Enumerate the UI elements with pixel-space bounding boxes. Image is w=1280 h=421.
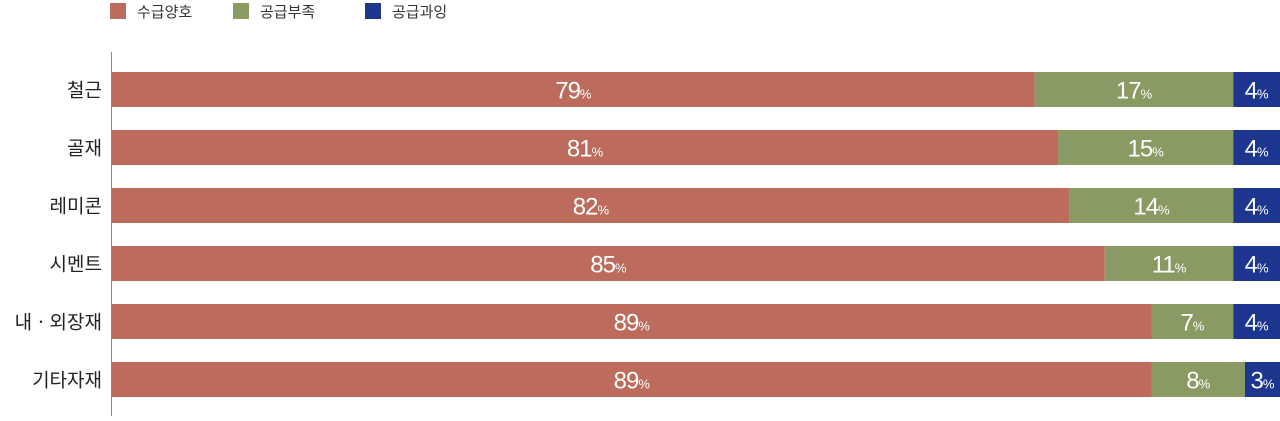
bar-segment [112,246,1105,281]
bar-segment [1034,72,1234,107]
bar-segment [1104,246,1234,281]
bar-segment [1233,246,1280,281]
data-label: 85% [590,252,627,279]
data-label: 89% [614,368,651,395]
bar-segment [1233,130,1280,165]
bar-segment [112,304,1152,339]
data-label: 14% [1133,194,1170,221]
data-label: 4% [1245,252,1269,279]
data-label: 4% [1245,136,1269,163]
data-label: 15% [1128,136,1165,163]
data-label: 89% [614,310,651,337]
legend-item-3: 공급과잉 [365,3,447,21]
data-label: 11% [1152,252,1187,279]
data-label: 81% [567,136,604,163]
bar-segment [1233,304,1280,339]
bar-segment [112,72,1035,107]
category-label: 레미콘 [50,196,102,218]
bar-segment [1058,130,1234,165]
legend-swatch [365,3,381,19]
category-label: 시멘트 [50,254,102,276]
bar-segment [1233,188,1280,223]
legend-label: 공급과잉 [392,3,447,21]
data-label: 17% [1116,78,1153,105]
bar-segment [1069,188,1234,223]
data-label: 8% [1186,368,1210,395]
data-label: 4% [1245,310,1269,337]
data-label: 4% [1245,194,1269,221]
bar-segment [112,130,1059,165]
bar-segment [1151,304,1234,339]
legend-swatch [233,3,249,19]
data-label: 7% [1180,310,1204,337]
bar-segment [1233,72,1280,107]
legend-swatch [110,3,126,19]
category-label: 기타자재 [32,370,102,392]
data-label: 82% [573,194,610,221]
category-label: 골재 [67,138,102,160]
bar-segment [112,188,1070,223]
legend-label: 수급양호 [137,3,192,21]
bar-segment [1151,362,1245,397]
bar-segment [112,362,1152,397]
data-label: 3% [1251,368,1275,395]
data-label: 4% [1245,78,1269,105]
category-label: 철근 [67,80,102,102]
legend-item-2: 공급부족 [233,3,315,21]
legend-label: 공급부족 [260,3,315,21]
category-label: 내ㆍ외장재 [15,312,102,334]
bar-segment [1244,362,1280,397]
legend-item-1: 수급양호 [110,3,192,21]
data-label: 79% [555,78,592,105]
